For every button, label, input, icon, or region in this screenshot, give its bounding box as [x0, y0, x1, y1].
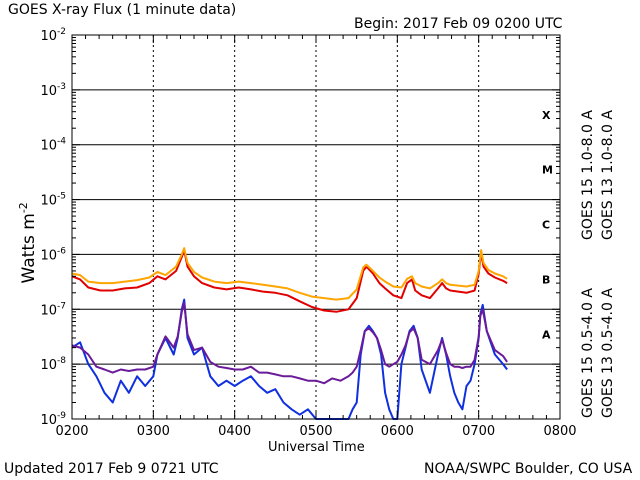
- updated-timestamp: Updated 2017 Feb 9 0721 UTC: [4, 461, 219, 477]
- y-tick-label: 10-4: [40, 137, 66, 154]
- legend-label: GOES 13 1.0-8.0 A: [600, 110, 616, 240]
- y-axis-label-exponent: -2: [17, 202, 31, 214]
- series-line: [71, 247, 508, 301]
- y-tick-label: 10-9: [40, 411, 66, 428]
- y-tick-label: 10-3: [40, 82, 66, 99]
- y-tick-label: 10-6: [40, 246, 66, 263]
- x-tick-label: 0600: [381, 424, 414, 439]
- flare-class-label: C: [542, 219, 550, 232]
- x-tick-label: 0500: [299, 424, 332, 439]
- series-line: [71, 249, 508, 313]
- series-line: [71, 298, 508, 420]
- x-tick-label: 0800: [543, 424, 576, 439]
- x-axis-label: Universal Time: [268, 440, 365, 455]
- chart-title: GOES X-ray Flux (1 minute data): [8, 2, 237, 18]
- flare-class-label: A: [542, 328, 551, 341]
- begin-time: Begin: 2017 Feb 09 0200 UTC: [354, 16, 563, 32]
- y-tick-label: 10-8: [40, 356, 66, 373]
- flare-class-label: X: [542, 109, 551, 122]
- y-tick-label: 10-5: [40, 192, 66, 209]
- y-axis-label: Watts m-2: [17, 193, 39, 293]
- legend-label: GOES 15 0.5-4.0 A: [580, 288, 596, 418]
- x-tick-label: 0700: [462, 424, 495, 439]
- y-tick-label: 10-2: [40, 27, 66, 44]
- legend-label: GOES 15 1.0-8.0 A: [580, 110, 596, 240]
- legend-label: GOES 13 0.5-4.0 A: [600, 288, 616, 418]
- flare-class-label: M: [542, 164, 553, 177]
- series-line: [71, 302, 508, 385]
- y-tick-label: 10-7: [40, 301, 66, 318]
- flare-class-label: B: [542, 273, 550, 286]
- y-axis-label-text: Watts m: [18, 213, 39, 284]
- x-tick-label: 0300: [137, 424, 170, 439]
- noaa-credit: NOAA/SWPC Boulder, CO USA: [424, 461, 633, 477]
- x-tick-label: 0400: [218, 424, 251, 439]
- x-tick-label: 0200: [55, 424, 88, 439]
- plot-frame: [71, 34, 561, 420]
